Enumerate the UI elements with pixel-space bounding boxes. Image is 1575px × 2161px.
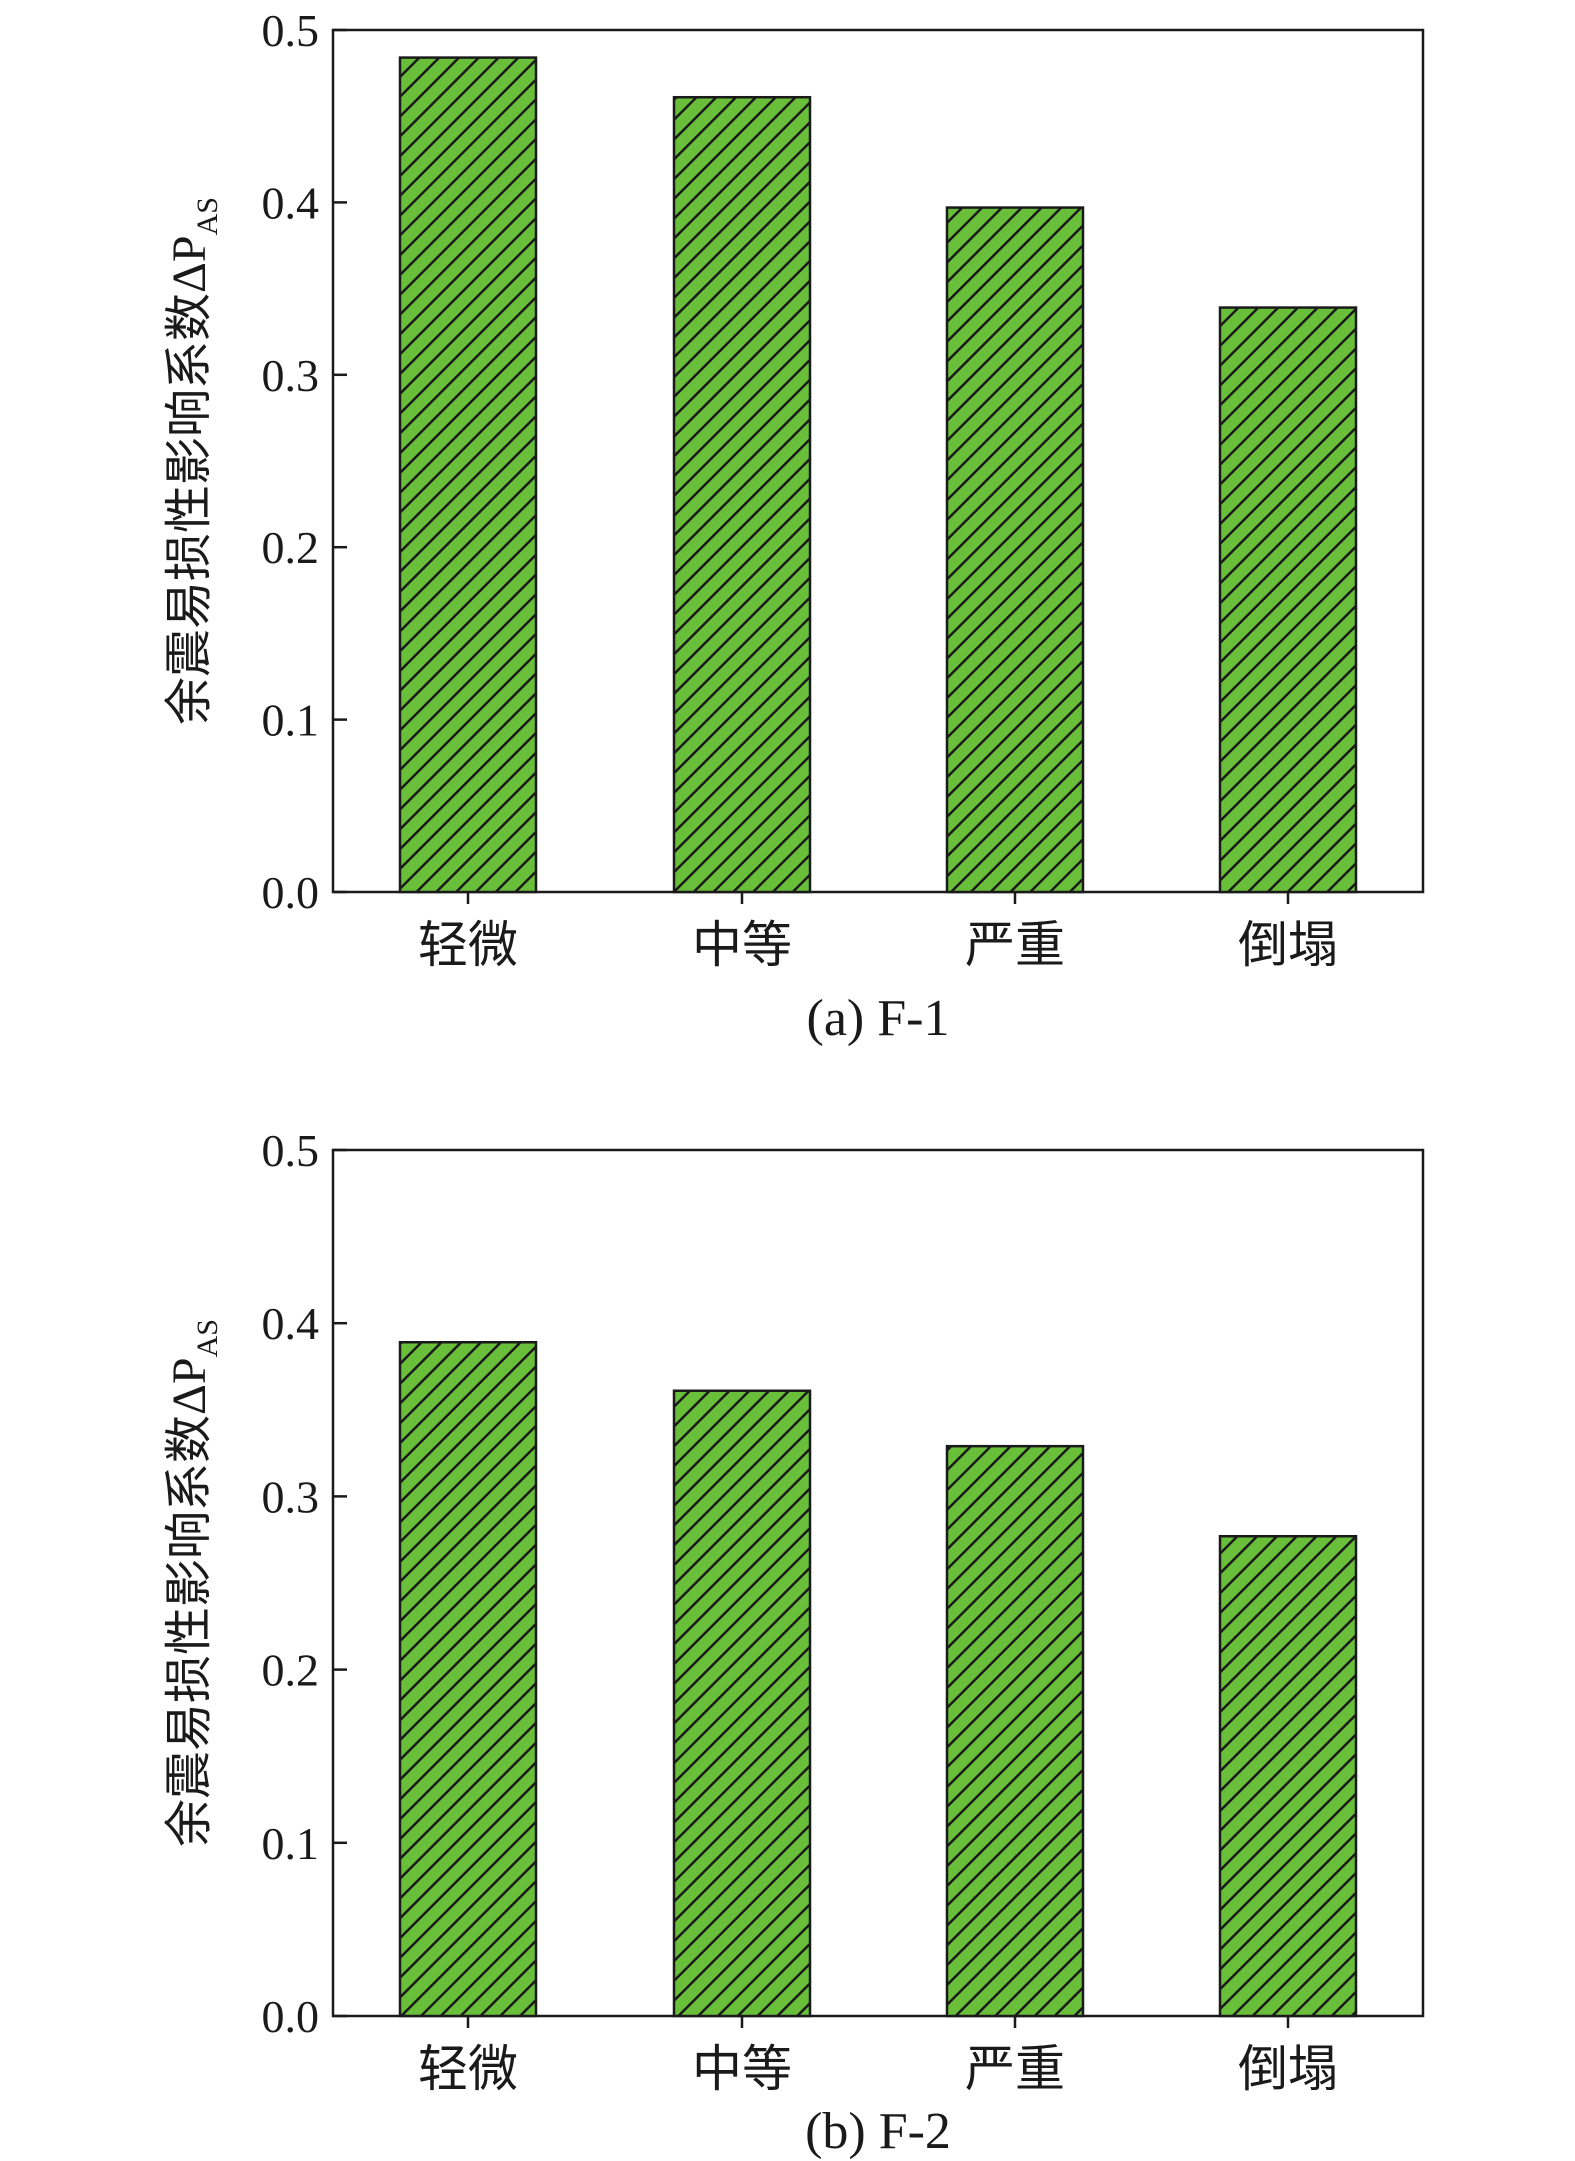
- bars-a: [398, 56, 1358, 894]
- y-tick-label: 0.5: [262, 5, 320, 56]
- bar-3: [945, 206, 1085, 894]
- x-category-label: 中等: [692, 917, 792, 973]
- bar-1: [398, 1341, 538, 2018]
- x-category-label: 轻微: [418, 2041, 518, 2097]
- chart-panel-b: 0.0 0.1 0.2 0.3 0.4 0.5 轻微 中等 严重 倒塌 余震易损性影响系数ΔPA…: [163, 1125, 1425, 2160]
- y-tick-label: 0.2: [262, 522, 320, 573]
- chart-panel-a: 0.0 0.1 0.2 0.3 0.4 0.5 轻微 中等 严重 倒塌 余震易损性影响系数ΔPA…: [163, 5, 1425, 1047]
- bar-3: [945, 1444, 1085, 2018]
- y-tick-label: 0.5: [262, 1125, 320, 1176]
- y-axis-label-a: 余震易损性影响系数ΔPAS: [163, 197, 224, 725]
- plot-frame-a: [331, 28, 1425, 894]
- x-category-label: 严重: [965, 2041, 1065, 2097]
- x-category-label: 中等: [692, 2041, 792, 2097]
- bar-2: [672, 95, 812, 894]
- y-ticks-b: 0.0 0.1 0.2 0.3 0.4 0.5: [262, 1125, 347, 2042]
- y-axis-label-b: 余震易损性影响系数ΔPAS: [163, 1319, 224, 1847]
- caption-b: (b) F-2: [805, 2103, 951, 2160]
- y-tick-label: 0.4: [262, 177, 320, 228]
- y-tick-label: 0.1: [262, 1818, 320, 1869]
- bar-4: [1218, 306, 1358, 894]
- y-tick-label: 0.0: [262, 1991, 320, 2042]
- caption-a: (a) F-1: [807, 990, 950, 1047]
- x-labels-a: 轻微 中等 严重 倒塌: [418, 892, 1338, 973]
- y-tick-label: 0.2: [262, 1645, 320, 1696]
- x-category-label: 轻微: [418, 917, 518, 973]
- y-tick-label: 0.3: [262, 350, 320, 401]
- y-ticks-a: 0.0 0.1 0.2 0.3 0.4 0.5: [262, 5, 347, 918]
- y-tick-label: 0.0: [262, 867, 320, 918]
- bar-4: [1218, 1534, 1358, 2018]
- y-tick-label: 0.1: [262, 695, 320, 746]
- bar-2: [672, 1389, 812, 2018]
- y-tick-label: 0.3: [262, 1471, 320, 1522]
- bar-1: [398, 56, 538, 894]
- x-category-label: 倒塌: [1238, 2041, 1338, 2097]
- y-tick-label: 0.4: [262, 1298, 320, 1349]
- x-category-label: 严重: [965, 917, 1065, 973]
- x-labels-b: 轻微 中等 严重 倒塌: [418, 2016, 1338, 2097]
- bars-b: [398, 1341, 1358, 2018]
- x-category-label: 倒塌: [1238, 917, 1338, 973]
- plot-frame-b: [331, 1148, 1425, 2018]
